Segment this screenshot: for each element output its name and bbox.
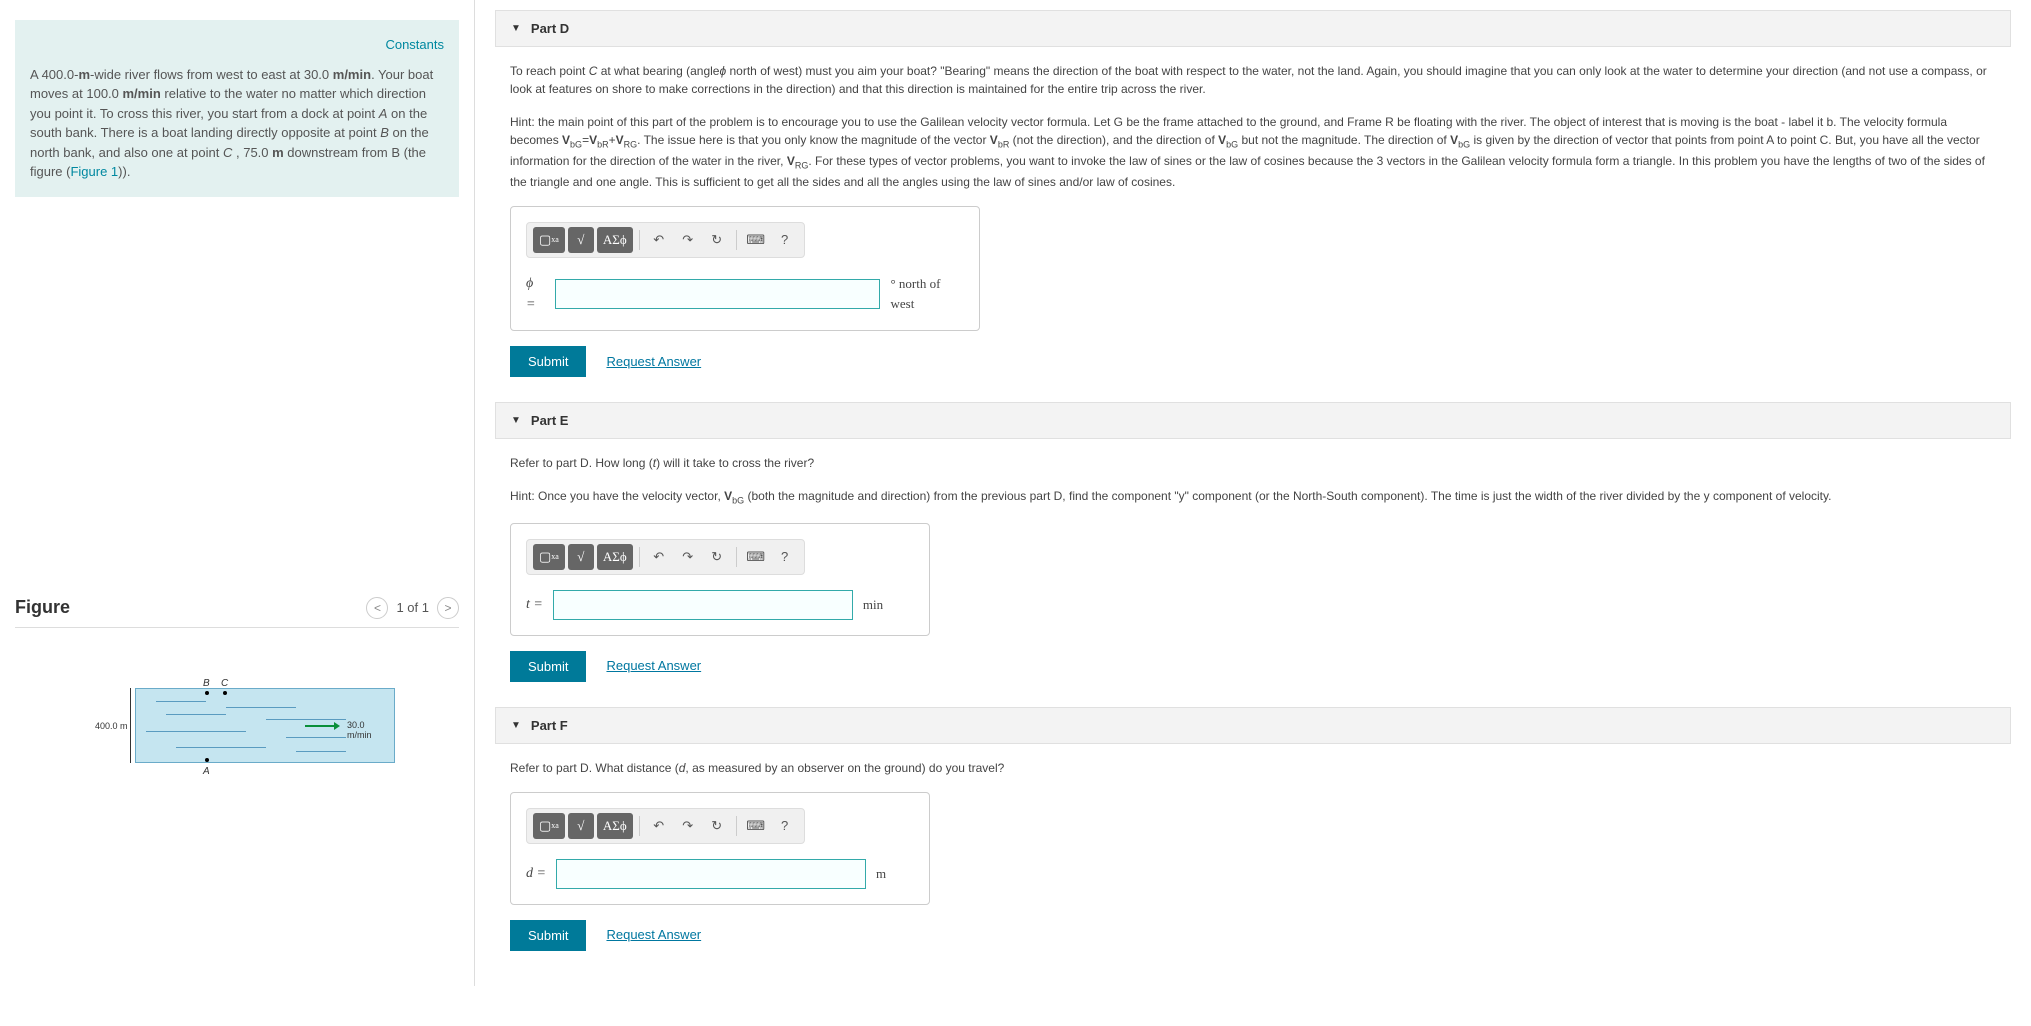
reset-button[interactable]: ↻ [704,813,730,839]
unit-label: m [876,864,886,884]
input-row: d = m [526,859,914,889]
input-row: ϕ = ° north of west [526,273,964,315]
sqrt-button[interactable]: √ [568,227,594,253]
main-container: Constants A 400.0-m-wide river flows fro… [0,0,2031,986]
part-e-submit-button[interactable]: Submit [510,651,586,682]
greek-button[interactable]: ΑΣϕ [597,544,633,570]
part-d-answer-input[interactable] [555,279,880,309]
point-c-label: C [221,678,228,689]
part-e-question: Refer to part D. How long (t) will it ta… [510,454,1996,472]
undo-button[interactable]: ↶ [646,227,672,253]
part-d-answer-box: ▢xa √ ΑΣϕ ↶ ↷ ↻ ⌨ ? ϕ = ° north of west [510,206,980,331]
submit-row: Submit Request Answer [510,346,1996,377]
point-a-label: A [203,766,210,777]
problem-statement-box: Constants A 400.0-m-wide river flows fro… [15,20,459,197]
template-button[interactable]: ▢xa [533,813,565,839]
redo-button[interactable]: ↷ [675,227,701,253]
greek-button[interactable]: ΑΣϕ [597,813,633,839]
equation-toolbar: ▢xa √ ΑΣϕ ↶ ↷ ↻ ⌨ ? [526,539,805,575]
part-d-question: To reach point C at what bearing (angleϕ… [510,62,1996,98]
keyboard-button[interactable]: ⌨ [743,813,769,839]
keyboard-button[interactable]: ⌨ [743,544,769,570]
redo-button[interactable]: ↷ [675,813,701,839]
undo-button[interactable]: ↶ [646,813,672,839]
variable-label: t = [526,594,543,615]
part-f-title: Part F [531,718,568,733]
width-label: 400.0 m [95,721,128,731]
greek-button[interactable]: ΑΣϕ [597,227,633,253]
part-f-question: Refer to part D. What distance (d, as me… [510,759,1996,777]
part-d-hint: Hint: the main point of this part of the… [510,113,1996,191]
figure-prev-button[interactable]: < [366,597,388,619]
dimension-arrow [130,688,131,763]
figure-section: Figure < 1 of 1 > [15,597,459,778]
help-button[interactable]: ? [772,813,798,839]
left-panel: Constants A 400.0-m-wide river flows fro… [0,0,475,986]
right-panel: ▼ Part D To reach point C at what bearin… [475,0,2031,986]
river-figure: B C A 400.0 m 30.0 m/min [115,678,375,778]
sqrt-button[interactable]: √ [568,813,594,839]
point-b-label: B [203,678,210,689]
part-d-body: To reach point C at what bearing (angleϕ… [495,62,2011,402]
part-e-request-answer-link[interactable]: Request Answer [606,656,701,676]
reset-button[interactable]: ↻ [704,544,730,570]
point-a-dot [205,758,209,762]
part-d-submit-button[interactable]: Submit [510,346,586,377]
figure-header: Figure < 1 of 1 > [15,597,459,628]
problem-text: A 400.0-m-wide river flows from west to … [30,65,444,182]
constants-link[interactable]: Constants [30,35,444,55]
point-b-dot [205,691,209,695]
equation-toolbar: ▢xa √ ΑΣϕ ↶ ↷ ↻ ⌨ ? [526,222,805,258]
keyboard-button[interactable]: ⌨ [743,227,769,253]
part-e-hint: Hint: Once you have the velocity vector,… [510,487,1996,508]
variable-label: ϕ = [526,273,545,315]
part-d-title: Part D [531,21,569,36]
collapse-icon[interactable]: ▼ [511,23,521,34]
part-d-header: ▼ Part D [495,10,2011,47]
redo-button[interactable]: ↷ [675,544,701,570]
sqrt-button[interactable]: √ [568,544,594,570]
figure-nav: < 1 of 1 > [366,597,459,619]
part-f-answer-box: ▢xa √ ΑΣϕ ↶ ↷ ↻ ⌨ ? d = m [510,792,930,905]
template-button[interactable]: ▢xa [533,227,565,253]
point-c-dot [223,691,227,695]
flow-arrow [305,725,335,727]
submit-row: Submit Request Answer [510,920,1996,951]
part-f-submit-button[interactable]: Submit [510,920,586,951]
help-button[interactable]: ? [772,544,798,570]
part-e-header: ▼ Part E [495,402,2011,439]
part-f-request-answer-link[interactable]: Request Answer [606,925,701,945]
input-row: t = min [526,590,914,620]
undo-button[interactable]: ↶ [646,544,672,570]
speed-label: 30.0 m/min [347,720,375,740]
figure-next-button[interactable]: > [437,597,459,619]
part-e-body: Refer to part D. How long (t) will it ta… [495,454,2011,707]
part-e-title: Part E [531,413,569,428]
submit-row: Submit Request Answer [510,651,1996,682]
collapse-icon[interactable]: ▼ [511,720,521,731]
unit-label: min [863,595,883,615]
figure-nav-text: 1 of 1 [396,600,429,615]
template-button[interactable]: ▢xa [533,544,565,570]
equation-toolbar: ▢xa √ ΑΣϕ ↶ ↷ ↻ ⌨ ? [526,808,805,844]
collapse-icon[interactable]: ▼ [511,415,521,426]
part-d-request-answer-link[interactable]: Request Answer [606,352,701,372]
part-e-answer-box: ▢xa √ ΑΣϕ ↶ ↷ ↻ ⌨ ? t = min [510,523,930,636]
part-e-answer-input[interactable] [553,590,853,620]
part-f-header: ▼ Part F [495,707,2011,744]
part-f-body: Refer to part D. What distance (d, as me… [495,759,2011,976]
help-button[interactable]: ? [772,227,798,253]
part-f-answer-input[interactable] [556,859,866,889]
unit-label: ° north of west [890,274,964,313]
reset-button[interactable]: ↻ [704,227,730,253]
variable-label: d = [526,863,546,884]
figure-title: Figure [15,597,70,618]
